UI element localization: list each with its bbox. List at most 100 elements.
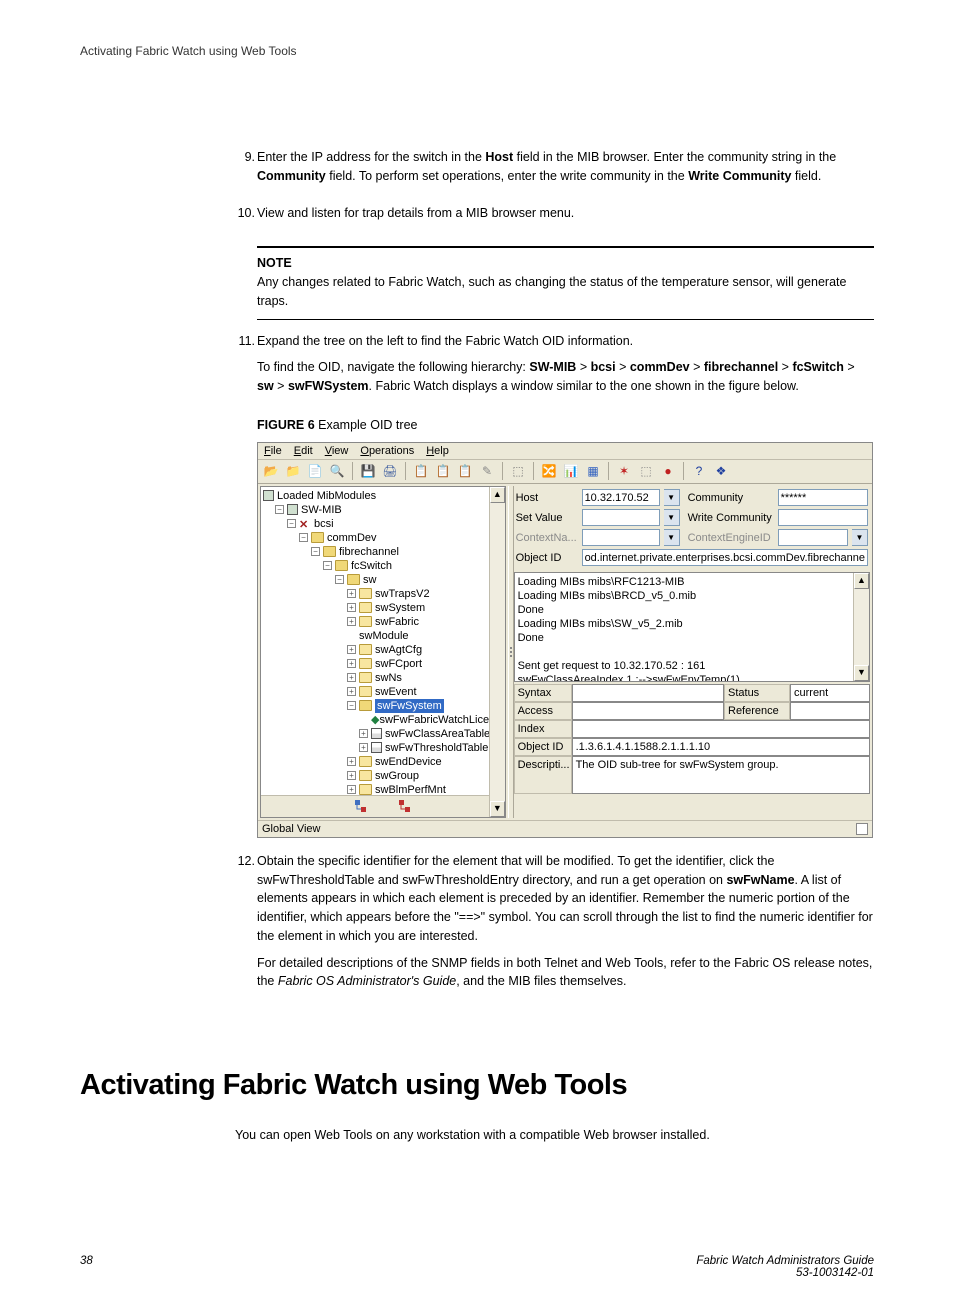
tree-node[interactable]: −fcSwitch [263, 559, 505, 573]
menu-help[interactable]: Help [426, 445, 449, 457]
toolbar-button[interactable]: ▦ [584, 462, 602, 480]
tree-node[interactable]: +swEvent [263, 685, 505, 699]
tree-node[interactable]: −sw [263, 573, 505, 587]
toolbar-button[interactable]: ? [690, 462, 708, 480]
tree-node[interactable]: +swBlmPerfMnt [263, 783, 505, 795]
toolbar-button[interactable]: 📋 [412, 462, 430, 480]
scroll-track[interactable] [490, 503, 505, 801]
toolbar-button[interactable]: ⬚ [637, 462, 655, 480]
menu-file[interactable]: File [264, 445, 282, 457]
tree-node[interactable]: swModule [263, 629, 505, 643]
path: fcSwitch [792, 360, 843, 374]
step-number: 9. [235, 148, 255, 194]
objectid-label: Object ID [516, 552, 578, 564]
setvalue-dropdown-icon[interactable]: ▼ [664, 509, 680, 526]
tree-node[interactable]: ◆ swFwFabricWatchLicen [263, 713, 505, 727]
toolbar-button[interactable]: 🔍 [328, 462, 346, 480]
host-dropdown-icon[interactable]: ▼ [664, 489, 680, 506]
contextname-input[interactable] [582, 529, 660, 546]
log-line: Done [518, 603, 866, 617]
tree-expand-icon[interactable] [398, 799, 412, 813]
toolbar-button[interactable]: ⬚ [509, 462, 527, 480]
objectid-input[interactable]: od.internet.private.enterprises.bcsi.com… [582, 549, 868, 566]
tree-node[interactable]: −✕bcsi [263, 517, 505, 531]
tree-scrollbar[interactable]: ▲ ▼ [489, 487, 505, 817]
toolbar-button[interactable]: 💾 [359, 462, 377, 480]
contextname-label: ContextNa... [516, 532, 578, 544]
tree-node[interactable]: +swGroup [263, 769, 505, 783]
log-line: Done [518, 631, 866, 645]
toolbar-button[interactable]: 🔀 [540, 462, 558, 480]
tree-collapse-icon[interactable] [354, 799, 368, 813]
scroll-down-icon[interactable]: ▼ [490, 801, 505, 817]
toolbar-button[interactable]: 🖨 [381, 462, 399, 480]
sep: > [778, 360, 792, 374]
toolbar-button[interactable]: 📊 [562, 462, 580, 480]
log-area[interactable]: Loading MIBs mibs\RFC1213-MIBLoading MIB… [514, 572, 870, 682]
reference-label: Reference [724, 702, 790, 720]
toolbar-button[interactable]: ● [659, 462, 677, 480]
tree-node[interactable]: +swSystem [263, 601, 505, 615]
toolbar-button[interactable]: 📋 [434, 462, 452, 480]
contextname-dropdown-icon[interactable]: ▼ [664, 529, 680, 546]
status-checkbox[interactable] [856, 823, 868, 835]
tree-node[interactable]: +swEndDevice [263, 755, 505, 769]
tree-node[interactable]: +swFwThresholdTable [263, 741, 505, 755]
menu-edit[interactable]: Edit [294, 445, 313, 457]
scroll-up-icon[interactable]: ▲ [854, 573, 869, 589]
log-line: Sent get request to 10.32.170.52 : 161 [518, 659, 866, 673]
toolbar-button[interactable]: ❖ [712, 462, 730, 480]
detail-oid-value: .1.3.6.1.4.1.1588.2.1.1.1.10 [572, 738, 870, 756]
step-10: 10. View and listen for trap details fro… [235, 204, 874, 231]
scroll-up-icon[interactable]: ▲ [490, 487, 505, 503]
tree-node[interactable]: +swFCport [263, 657, 505, 671]
toolbar-button[interactable]: 📋 [456, 462, 474, 480]
global-view-label: Global View [262, 823, 321, 835]
menu-view[interactable]: View [325, 445, 349, 457]
toolbar-button[interactable]: 📂 [262, 462, 280, 480]
field-community: Community [257, 169, 326, 183]
tree-node[interactable]: −fibrechannel [263, 545, 505, 559]
contextengineid-dropdown-icon[interactable]: ▼ [852, 529, 868, 546]
writecommunity-input[interactable] [778, 509, 868, 526]
toolbar-button[interactable]: 📁 [284, 462, 302, 480]
mib-tree[interactable]: Loaded MibModules−SW-MIB−✕bcsi−commDev−f… [261, 487, 505, 795]
index-value [572, 720, 870, 738]
toolbar-button[interactable]: ✶ [615, 462, 633, 480]
tree-node[interactable]: +swNs [263, 671, 505, 685]
tree-node[interactable]: −commDev [263, 531, 505, 545]
tree-node[interactable]: +swTrapsV2 [263, 587, 505, 601]
toolbar-button[interactable]: ✎ [478, 462, 496, 480]
path: commDev [630, 360, 690, 374]
tree-node[interactable]: Loaded MibModules [263, 489, 505, 503]
contextengineid-input[interactable] [778, 529, 848, 546]
toolbar-separator [352, 462, 353, 480]
host-input[interactable]: 10.32.170.52 [582, 489, 660, 506]
tree-node[interactable]: +swFabric [263, 615, 505, 629]
text: . Fabric Watch displays a window similar… [369, 379, 799, 393]
scroll-down-icon[interactable]: ▼ [854, 665, 869, 681]
menu-operations[interactable]: Operations [360, 445, 414, 457]
log-scrollbar[interactable]: ▲ ▼ [853, 573, 869, 681]
tree-node[interactable]: −swFwSystem [263, 699, 505, 713]
page-footer: 38 Fabric Watch Administrators Guide 53-… [80, 1255, 874, 1279]
detail-oid-label: Object ID [514, 738, 572, 756]
running-header: Activating Fabric Watch using Web Tools [80, 44, 874, 58]
section-heading: Activating Fabric Watch using Web Tools [80, 1069, 874, 1102]
setvalue-input[interactable] [582, 509, 660, 526]
status-bar: Global View [258, 820, 872, 837]
tree-node[interactable]: +swFwClassAreaTable [263, 727, 505, 741]
toolbar-button[interactable]: 📄 [306, 462, 324, 480]
mib-browser-window: File Edit View Operations Help 📂📁📄🔍💾🖨📋📋📋… [257, 442, 873, 838]
community-input[interactable]: ****** [778, 489, 868, 506]
tree-node[interactable]: +swAgtCfg [263, 643, 505, 657]
tree-node[interactable]: −SW-MIB [263, 503, 505, 517]
field-host: Host [485, 150, 513, 164]
reference-value [790, 702, 870, 720]
scroll-track[interactable] [854, 589, 869, 665]
toolbar-separator [502, 462, 503, 480]
right-pane: Host 10.32.170.52▼ Community ****** Set … [514, 486, 870, 818]
step-number: 12. [235, 852, 255, 999]
toolbar-separator [533, 462, 534, 480]
field-swfwname: swFwName [726, 873, 794, 887]
